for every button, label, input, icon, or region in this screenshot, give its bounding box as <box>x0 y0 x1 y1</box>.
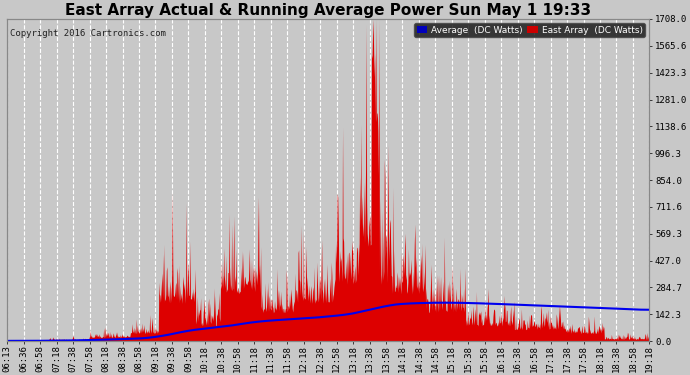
Text: Copyright 2016 Cartronics.com: Copyright 2016 Cartronics.com <box>10 28 166 38</box>
Legend: Average  (DC Watts), East Array  (DC Watts): Average (DC Watts), East Array (DC Watts… <box>415 24 645 37</box>
Title: East Array Actual & Running Average Power Sun May 1 19:33: East Array Actual & Running Average Powe… <box>66 3 591 18</box>
